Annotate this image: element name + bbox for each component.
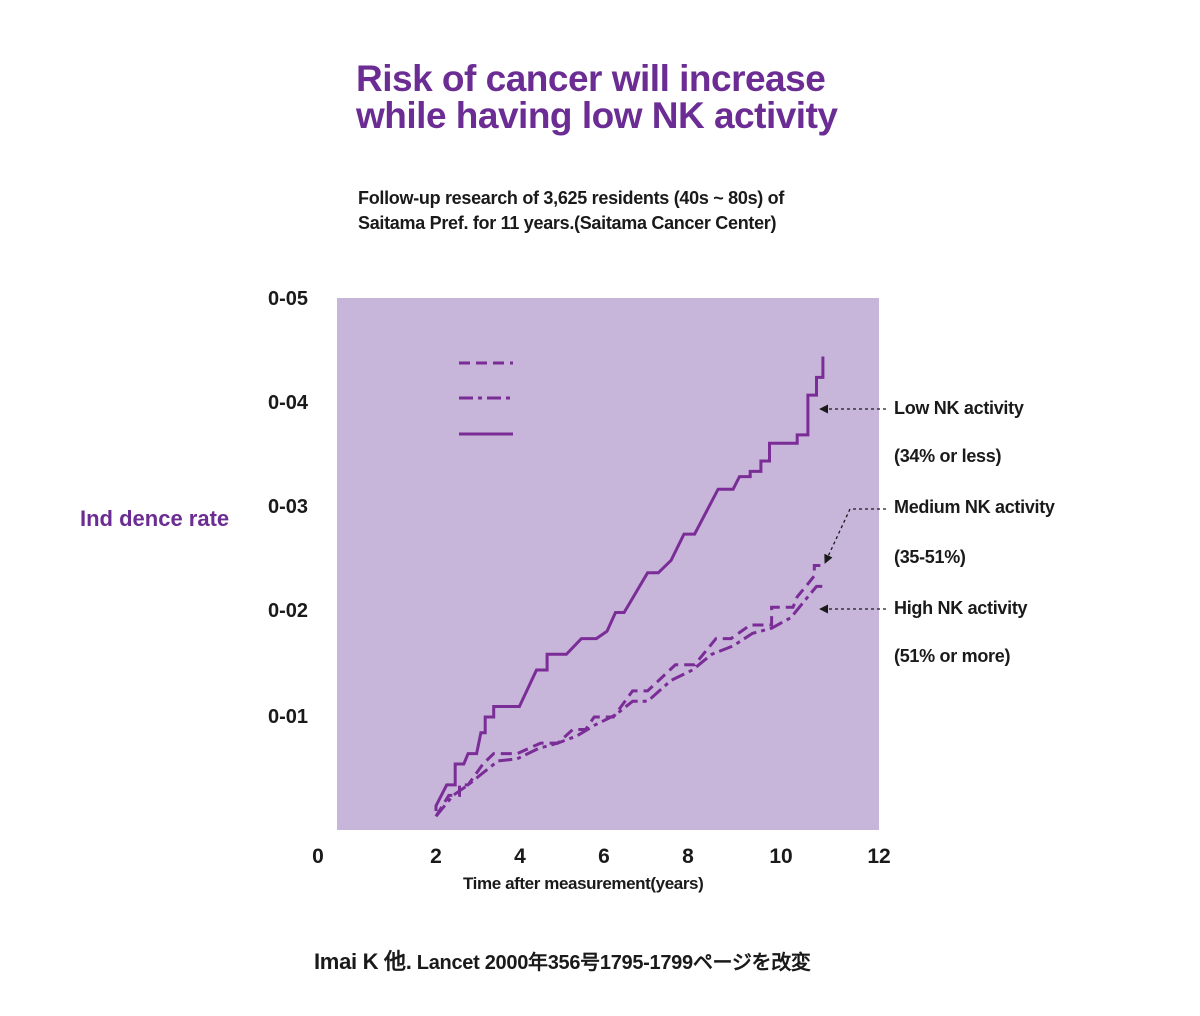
title-line-2: while having low NK activity [356,95,838,136]
y-tick-label: 0-04 [268,392,309,414]
plot-area [337,298,879,830]
legend [459,361,513,436]
annotation-high-label: High NK activity [894,598,1028,618]
source-reference: Lancet 2000年356号1795-1799ページを改変 [411,952,811,974]
x-tick-label: 12 [867,845,891,868]
x-tick-label: 2 [430,845,442,868]
y-axis-label: Ind dence rate [80,506,230,531]
series-line-medium-nk-activity [434,564,821,818]
series-line-low-nk-activity [434,356,825,811]
chart-subtitle: Follow-up research of 3,625 residents (4… [358,186,918,236]
x-tick-label: 8 [682,845,694,868]
annotation-medium-note: (35-51%) [894,547,966,567]
x-tick-label: 0 [312,845,324,868]
subtitle-line-1: Follow-up research of 3,625 residents (4… [358,188,785,208]
x-tick-label: 6 [598,845,610,868]
series-layer [434,356,825,818]
x-tick-label: 10 [769,845,793,868]
y-tick-label: 0-05 [268,288,309,310]
annotation-medium-label: Medium NK activity [894,497,1055,517]
title-line-1: Risk of cancer will increase [356,58,826,99]
arrow-medium [824,508,886,564]
series-line-high-nk-activity [434,584,823,818]
y-tick-label: 0-02 [268,600,309,622]
source-citation: Imai K 他. Lancet 2000年356号1795-1799ページを改… [314,944,811,976]
annotation-arrows [819,404,886,614]
x-axis-label: Time after measurement(years) [463,874,704,893]
annotation-high-note: (51% or more) [894,646,1011,666]
y-tick-label: 0-03 [268,496,309,518]
y-tick-label: 0-01 [268,706,309,728]
x-tick-label: 4 [514,845,526,868]
chart-title: Risk of cancer will increase while havin… [356,60,916,134]
annotation-low-label: Low NK activity [894,398,1024,418]
source-author: Imai K 他. [314,949,412,974]
annotation-low-note: (34% or less) [894,446,1002,466]
subtitle-line-2: Saitama Pref. for 11 years.(Saitama Canc… [358,213,777,233]
